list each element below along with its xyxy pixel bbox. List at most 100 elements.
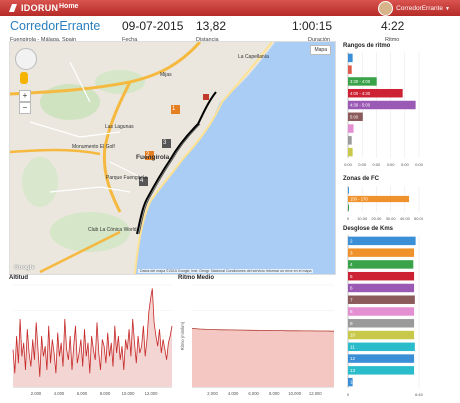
date-value: 09-07-2015: [122, 19, 184, 33]
km-marker[interactable]: 3: [163, 140, 167, 146]
pace-value: 4:22: [381, 19, 405, 33]
tick-label: 0:00: [344, 162, 353, 167]
map-place-label: Club La Cónica World: [88, 227, 137, 233]
tick-label: 20.00: [371, 216, 382, 221]
nav-home-link[interactable]: Home: [59, 3, 79, 10]
duration-label: Duración: [308, 37, 331, 43]
chevron-down-icon: ▼: [445, 5, 450, 12]
tick-label: 8.000: [269, 391, 280, 396]
bar: [348, 147, 353, 157]
avatar: [378, 1, 394, 16]
tick-label: 0:00: [401, 162, 410, 167]
km-marker[interactable]: 1: [172, 106, 176, 112]
bar: [348, 195, 410, 203]
y-axis-label: Ritmo (min/km): [180, 321, 185, 350]
bar: [348, 283, 415, 293]
tick-label: 50.00: [414, 216, 423, 221]
distance-value: 13,82: [196, 19, 227, 33]
altitude-chart: 2.000 4.000 6.000 8.000 10.000 12.000: [9, 283, 174, 403]
bar: [348, 187, 349, 194]
bar-label: 10: [350, 333, 356, 338]
map-canvas: [10, 42, 335, 274]
tick-label: 40.00: [400, 216, 411, 221]
bar-label: 13: [350, 368, 356, 373]
hr-zones-chart: 0 10.00 20.00 30.00 40.00 50.00 150 - 170: [343, 184, 423, 222]
tick-label: 0:00: [387, 162, 396, 167]
pace-area: [192, 328, 334, 387]
bar: [348, 354, 415, 363]
map-zoom-in-button[interactable]: +: [19, 90, 31, 102]
bar: [348, 112, 363, 122]
tick-label: 0:00: [358, 162, 367, 167]
bar-label: 12: [350, 356, 356, 361]
bar: [348, 136, 352, 145]
bar: [348, 342, 415, 352]
tick-label: 10.00: [357, 216, 368, 221]
altitude-title: Altitud: [9, 275, 28, 281]
map-pan-control[interactable]: [15, 48, 37, 70]
tick-label: 10.000: [122, 391, 135, 396]
user-menu[interactable]: CorredorErrante ▼: [378, 1, 450, 16]
tick-label: 2.000: [31, 391, 42, 396]
distance-label: Distancia: [196, 37, 219, 43]
pace-line: [191, 328, 335, 332]
map-place-label: Mijas: [160, 72, 172, 78]
pace-avg-title: Ritmo Medio: [178, 275, 214, 281]
pace-ranges-chart: 0:00 0:00 0:00 0:00 0:00 0:00 3:30 - 4:00 4:00 …: [343, 50, 423, 168]
bar: [348, 377, 353, 387]
tick-label: 12.000: [309, 391, 322, 396]
map-attribution[interactable]: Datos del mapa ©2015 Google, Inst. Geogr…: [138, 269, 314, 273]
bar: [348, 330, 415, 340]
bar: [348, 248, 415, 257]
idorun-logo-icon: [9, 4, 17, 12]
tick-label: 4.000: [228, 391, 239, 396]
user-name: CorredorErrante: [396, 5, 444, 12]
bar-label: 6: [350, 286, 353, 291]
route-map[interactable]: + − Mapa La Capellanía Fuengirola Mijas …: [9, 41, 336, 275]
map-zoom-out-button[interactable]: −: [19, 102, 31, 114]
tick-label: 0:00: [373, 162, 382, 167]
map-place-label: Fuengirola: [136, 154, 170, 161]
bar-label: 4:00 - 4:30: [350, 91, 371, 96]
bar-label: 3:30 - 4:00: [350, 79, 371, 84]
hr-zones-title: Zonas de FC: [343, 176, 380, 182]
duration-value: 1:00:15: [292, 19, 333, 33]
km-marker[interactable]: 2: [146, 152, 150, 158]
top-navbar: IDORUN Home CorredorErrante ▼: [0, 0, 460, 16]
bar-label: 7: [350, 297, 353, 302]
map-place-label: La Capellanía: [238, 54, 269, 60]
street-view-pegman-icon[interactable]: [20, 72, 28, 84]
runner-name[interactable]: CorredorErrante: [10, 19, 101, 33]
bar-label: 5: [350, 274, 353, 279]
map-type-button[interactable]: Mapa: [310, 45, 331, 55]
tick-label: 6:40: [415, 392, 423, 397]
map-place-label: Monumento El Golf: [72, 144, 115, 150]
brand-logo[interactable]: IDORUN: [8, 2, 58, 14]
google-logo: Google: [14, 265, 35, 271]
tick-label: 30.00: [386, 216, 397, 221]
tick-label: 0:00: [415, 162, 423, 167]
activity-summary: CorredorErrante Fuengirola - Málaga, Spa…: [0, 19, 460, 47]
tick-label: 2.000: [207, 391, 218, 396]
bar-label: 8: [350, 309, 353, 314]
bar-label: 11: [350, 344, 355, 349]
tick-label: 4.000: [54, 391, 65, 396]
bar: [348, 319, 415, 328]
bar-label: 9: [350, 321, 353, 326]
tick-label: 0: [347, 392, 350, 397]
km-splits-chart: 0 6:40 2 3 4 5 6 7 8 9 10 11 12 13 14: [343, 233, 423, 398]
km-splits-title: Desglose de Kms: [343, 226, 394, 232]
altitude-area: [13, 288, 172, 387]
brand-text: IDORUN: [21, 3, 59, 13]
km-marker[interactable]: 4: [140, 178, 144, 184]
location-label: Fuengirola - Málaga, Spain: [10, 37, 77, 43]
bar: [348, 236, 416, 246]
map-place-label: Parque Fuengirola: [106, 175, 148, 181]
bar: [348, 307, 415, 316]
bar-label: 3: [350, 250, 353, 255]
bar: [348, 204, 349, 211]
bar-label: 5:00: [350, 114, 359, 119]
map-place-label: Las Lagunas: [105, 124, 134, 130]
bar: [348, 100, 416, 110]
bar-label: 4: [350, 262, 353, 267]
